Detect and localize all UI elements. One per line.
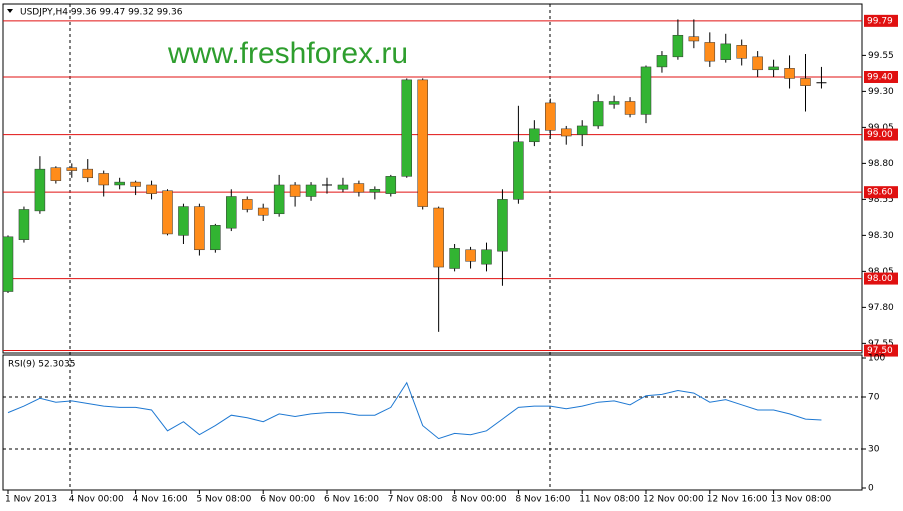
x-tick-label: 5 Nov 08:00 — [196, 495, 251, 505]
y-tick-label: 70 — [868, 393, 880, 403]
candle-body — [369, 189, 381, 193]
candle-body — [576, 125, 588, 135]
y-tick-label: 97.80 — [868, 303, 894, 313]
candle-body — [688, 36, 700, 42]
y-tick-label: 99.30 — [868, 87, 894, 97]
candle-body — [417, 79, 428, 207]
candle-body — [98, 173, 109, 186]
candle-body — [608, 101, 620, 105]
candle-body — [561, 128, 572, 137]
candle-body — [34, 168, 46, 212]
candle-body — [752, 56, 763, 71]
price-level-box — [864, 186, 898, 199]
candle-body — [114, 181, 125, 186]
x-tick-label: 4 Nov 16:00 — [133, 495, 188, 505]
x-tick-label: 4 Nov 00:00 — [69, 495, 124, 505]
main-frame — [2, 3, 863, 354]
candle-body — [82, 168, 93, 179]
candle-body — [273, 184, 285, 215]
candle-body — [497, 199, 508, 252]
candle-body — [768, 66, 779, 71]
candle-body — [66, 167, 78, 171]
candle-body — [481, 249, 492, 265]
candle-body — [624, 101, 636, 115]
candle-body — [640, 66, 652, 115]
y-tick-label: 100 — [868, 354, 885, 364]
candle-body — [18, 209, 30, 240]
price-level-label: 99.79 — [867, 16, 893, 26]
price-level-label: 99.00 — [867, 130, 893, 140]
symbol-header: USDJPY,H4 99.36 99.47 99.32 99.36 — [20, 8, 183, 18]
price-level-label: 98.00 — [867, 274, 893, 284]
watermark: www.freshforex.ru — [167, 37, 408, 70]
candle-body — [146, 184, 157, 194]
candle-body — [242, 199, 253, 210]
candle-body — [672, 34, 684, 58]
price-level-box — [864, 344, 898, 357]
candle-body — [592, 101, 604, 127]
candle-body — [513, 141, 524, 200]
candle-body — [2, 236, 14, 292]
candle-body — [401, 79, 412, 177]
x-tick-label: 1 Nov 2013 — [5, 495, 57, 505]
y-tick-label: 30 — [868, 445, 880, 455]
y-tick-label: 99.55 — [868, 51, 894, 61]
price-level-label: 99.40 — [867, 72, 893, 82]
header-arrow — [7, 9, 13, 13]
candle-body — [162, 190, 173, 235]
candle-body — [178, 206, 189, 236]
price-level-box — [864, 70, 898, 83]
candle-body — [720, 43, 731, 60]
price-level-box — [864, 128, 898, 141]
rsi-frame — [2, 354, 863, 491]
candle-body — [736, 45, 747, 59]
x-tick-label: 13 Nov 08:00 — [771, 495, 832, 505]
candle-body — [433, 207, 444, 268]
y-tick-label: 97.55 — [868, 339, 894, 349]
x-tick-label: 8 Nov 16:00 — [515, 495, 570, 505]
y-tick-label: 99.05 — [868, 123, 894, 133]
candle-body — [130, 181, 141, 187]
y-tick-label: 98.05 — [868, 267, 894, 277]
candle-body — [704, 42, 716, 62]
x-tick-label: 12 Nov 00:00 — [643, 495, 704, 505]
price-level-label: 97.50 — [867, 346, 893, 356]
candle-body — [257, 207, 269, 216]
price-level-box — [864, 14, 898, 27]
candle-body — [545, 102, 556, 131]
candle-body — [194, 206, 205, 251]
candle-body — [385, 176, 397, 194]
candle-body — [305, 184, 317, 197]
x-tick-label: 12 Nov 16:00 — [707, 495, 768, 505]
y-tick-label: 98.55 — [868, 195, 894, 205]
x-tick-label: 6 Nov 16:00 — [324, 495, 379, 505]
x-tick-label: 6 Nov 00:00 — [260, 495, 315, 505]
candle-body — [353, 183, 365, 193]
candle-body — [656, 55, 668, 68]
candle-body — [465, 249, 476, 262]
price-level-label: 98.60 — [867, 188, 893, 198]
candle-body — [50, 167, 62, 181]
price-level-box — [864, 272, 898, 285]
y-tick-label: 98.30 — [868, 231, 894, 241]
candle-body — [210, 225, 221, 251]
candle-body — [800, 78, 811, 86]
candle-body — [449, 248, 460, 269]
x-tick-label: 11 Nov 08:00 — [579, 495, 640, 505]
rsi-title: RSI(9) 52.3035 — [8, 360, 75, 370]
y-tick-label: 98.80 — [868, 159, 894, 169]
candle-body — [289, 184, 301, 197]
candle-body — [784, 68, 795, 79]
x-tick-label: 8 Nov 00:00 — [452, 495, 507, 505]
y-tick-label: 0 — [868, 484, 874, 494]
x-tick-label: 7 Nov 08:00 — [388, 495, 443, 505]
candle-body — [226, 196, 237, 229]
rsi-line — [7, 381, 822, 440]
candle-body — [337, 184, 349, 190]
candle-body — [529, 128, 540, 143]
